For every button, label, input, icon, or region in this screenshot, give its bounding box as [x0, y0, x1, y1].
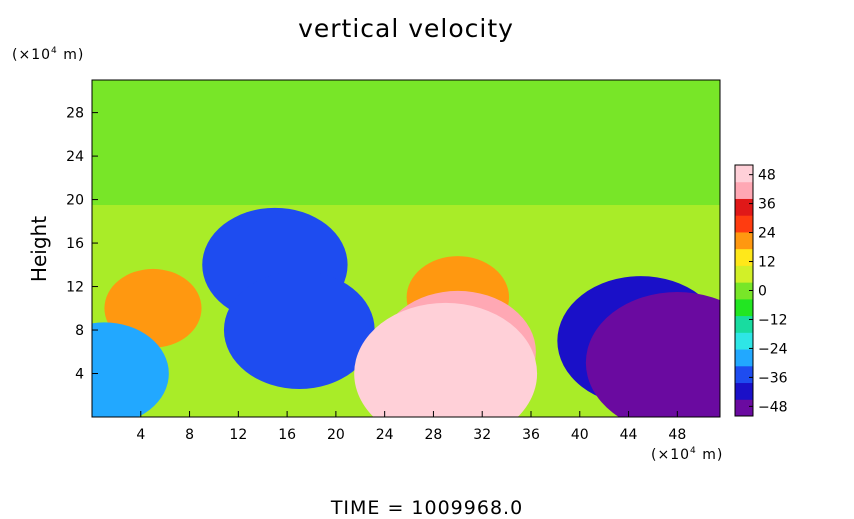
x-tick-label: 4: [136, 427, 145, 443]
x-tick-label: 24: [376, 427, 394, 443]
time-label: TIME = 1009968.0: [330, 497, 524, 519]
colorbar-segment: [735, 265, 753, 283]
colorbar-segment: [735, 231, 753, 250]
colorbar-tick-label: 24: [758, 226, 776, 242]
plot-frame: [91, 79, 721, 418]
x-tick-label: 48: [668, 427, 686, 443]
colorbar-tick-label: −36: [758, 370, 788, 386]
y-axis-ticks: 4 8 12 16 20 24 28: [66, 106, 98, 383]
colorbar-tick-label: 12: [758, 255, 776, 271]
colorbar-segment: [735, 332, 753, 350]
x-tick-label: 32: [473, 427, 491, 443]
colorbar-segment: [735, 282, 753, 300]
colorbar-tick-label: −12: [758, 312, 788, 328]
colorbar-segment: [735, 165, 753, 183]
y-tick-label: 28: [66, 106, 84, 122]
colorbar-segment: [735, 181, 753, 199]
x-axis-units: (×104 m): [651, 446, 724, 463]
colorbar-segment: [735, 399, 753, 417]
field-feature: [354, 302, 538, 417]
x-tick-label: 28: [425, 427, 443, 443]
colorbar-segment: [735, 365, 753, 384]
y-tick-label: 4: [75, 367, 84, 383]
colorbar-segment: [735, 215, 753, 233]
x-tick-label: 16: [278, 427, 296, 443]
y-tick-label: 24: [66, 149, 84, 165]
colorbar-tick-label: −48: [758, 399, 788, 415]
colorbar-segment: [735, 198, 753, 216]
velocity-field: [92, 80, 720, 417]
x-tick-label: 40: [571, 427, 589, 443]
colorbar: 48 36 24 12 0 −12 −24 −36 −48: [734, 164, 788, 417]
colorbar-segment: [735, 298, 753, 317]
x-tick-label: 36: [522, 427, 540, 443]
y-tick-label: 12: [66, 280, 84, 296]
colorbar-segment: [735, 382, 753, 400]
colorbar-segment: [735, 349, 753, 367]
y-tick-label: 16: [66, 236, 84, 252]
x-axis-ticks: 4 8 12 16 20 24 28 32 36 40 44 48: [136, 411, 686, 443]
field-feature: [585, 292, 720, 417]
colorbar-tick-label: 48: [758, 168, 776, 184]
chart-title: vertical velocity: [298, 14, 514, 43]
x-tick-label: 44: [620, 427, 638, 443]
x-tick-label: 20: [327, 427, 345, 443]
y-axis-units: (×104 m): [12, 46, 85, 63]
field-feature: [92, 322, 169, 417]
x-tick-label: 12: [229, 427, 247, 443]
field-feature: [223, 271, 375, 389]
colorbar-tick-label: 36: [758, 197, 776, 213]
x-tick-label: 8: [185, 427, 194, 443]
y-tick-label: 20: [66, 193, 84, 209]
colorbar-segment: [735, 248, 753, 266]
y-tick-label: 8: [75, 323, 84, 339]
colorbar-segment: [735, 315, 753, 333]
colorbar-tick-label: −24: [758, 341, 788, 357]
colorbar-tick-label: 0: [758, 284, 767, 300]
